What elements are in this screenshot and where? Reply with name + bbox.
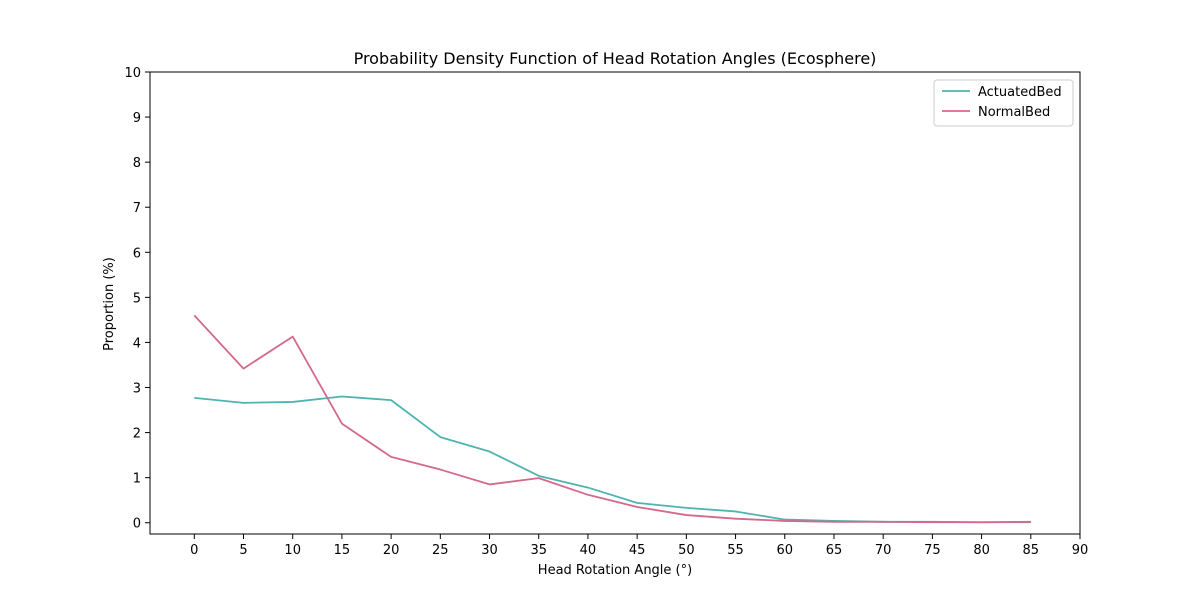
x-tick-label: 55 (727, 543, 744, 558)
y-tick-label: 0 (133, 517, 141, 532)
y-tick-label: 10 (124, 66, 141, 81)
y-tick-label: 7 (133, 201, 141, 216)
plot-area: 0 5 10 15 20 25 30 35 40 45 50 55 60 65 70 75 80 85 900123… (124, 66, 1088, 558)
y-tick-label: 8 (133, 156, 141, 171)
x-tick-label: 0 (190, 543, 198, 558)
plot-frame (149, 71, 1081, 535)
y-tick-label: 9 (133, 111, 141, 126)
legend: ActuatedBed NormalBed (933, 79, 1074, 127)
x-tick-label: 75 (924, 543, 941, 558)
x-tick-label: 25 (432, 543, 449, 558)
chart-title: Probability Density Function of Head Rot… (354, 49, 877, 68)
x-tick-label: 5 (239, 543, 247, 558)
x-tick-label: 85 (1023, 543, 1040, 558)
y-tick-label: 1 (133, 472, 141, 487)
x-tick-label: 50 (678, 543, 695, 558)
y-tick-label: 3 (133, 382, 141, 397)
x-axis-label: Head Rotation Angle (°) (538, 563, 692, 578)
x-tick-label: 15 (334, 543, 351, 558)
x-tick-label: 35 (530, 543, 547, 558)
x-tick-label: 80 (973, 543, 990, 558)
y-tick-label: 2 (133, 427, 141, 442)
x-tick-label: 65 (826, 543, 843, 558)
x-tick-label: 40 (580, 543, 597, 558)
x-tick-label: 70 (875, 543, 892, 558)
x-tick-label: 10 (284, 543, 301, 558)
x-tick-label: 30 (481, 543, 498, 558)
y-tick-label: 4 (133, 336, 141, 351)
y-axis-label: Proportion (%) (102, 257, 117, 351)
x-tick-label: 45 (629, 543, 646, 558)
legend-label-actuatedbed: ActuatedBed (978, 85, 1062, 100)
x-tick-label: 60 (776, 543, 793, 558)
x-tick-label: 20 (383, 543, 400, 558)
x-tick-label: 90 (1072, 543, 1089, 558)
y-tick-label: 6 (133, 246, 141, 261)
series-line-actuatedbed (194, 395, 1031, 524)
series-line-normalbed (193, 314, 1031, 524)
legend-label-normalbed: NormalBed (978, 105, 1050, 120)
y-tick-label: 5 (133, 291, 141, 306)
